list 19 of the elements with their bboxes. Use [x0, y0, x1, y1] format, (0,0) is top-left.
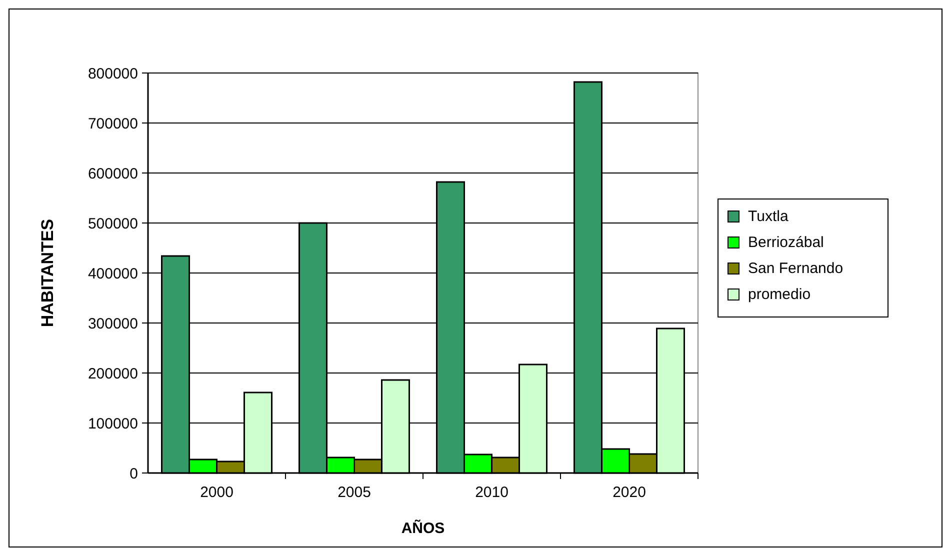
y-tick-label: 500000 [88, 215, 138, 232]
legend-label: Berriozábal [748, 234, 824, 251]
x-tick-label: 2005 [338, 484, 371, 501]
x-tick-label: 2020 [612, 484, 646, 501]
y-axis-title: HABITANTES [38, 218, 57, 328]
y-tick-label: 0 [130, 465, 138, 482]
y-tick-label: 400000 [88, 265, 138, 282]
legend-label: promedio [748, 286, 811, 303]
legend-label: Tuxtla [748, 208, 789, 225]
y-tick-label: 700000 [88, 115, 138, 132]
x-tick-label: 2010 [475, 484, 508, 501]
y-tick-label: 600000 [88, 165, 138, 182]
y-tick-label: 100000 [88, 415, 138, 432]
y-tick-label: 800000 [88, 65, 138, 82]
y-tick-label: 300000 [88, 315, 138, 332]
x-axis-title: AÑOS [401, 519, 445, 537]
legend-label: San Fernando [748, 260, 844, 277]
y-tick-label: 200000 [88, 365, 138, 382]
x-tick-label: 2000 [200, 484, 234, 501]
